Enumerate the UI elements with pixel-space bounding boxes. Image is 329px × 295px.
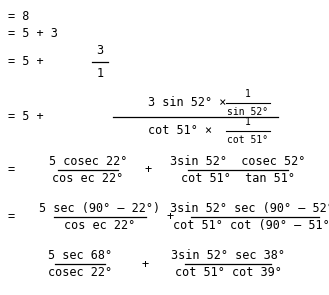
Text: cosec 22°: cosec 22° (48, 266, 112, 279)
Text: +: + (166, 210, 174, 223)
Text: cot 51°  tan 51°: cot 51° tan 51° (181, 172, 295, 185)
Text: 1: 1 (245, 88, 251, 99)
Text: =: = (8, 163, 15, 176)
Text: = 5 +: = 5 + (8, 110, 44, 123)
Text: 1: 1 (96, 67, 104, 80)
Text: = 5 +: = 5 + (8, 55, 44, 68)
Text: +: + (144, 163, 152, 176)
Text: 5 cosec 22°: 5 cosec 22° (49, 155, 127, 168)
Text: 5 sec 68°: 5 sec 68° (48, 249, 112, 262)
Text: 1: 1 (245, 117, 251, 127)
Text: 3sin 52° sec (90° – 52°): 3sin 52° sec (90° – 52°) (169, 202, 329, 215)
Text: =: = (8, 210, 15, 223)
Text: cot 51° cot (90° – 51°): cot 51° cot (90° – 51°) (173, 219, 329, 232)
Text: 3 sin 52° ×: 3 sin 52° × (148, 96, 226, 109)
Text: 5 sec (90° – 22°): 5 sec (90° – 22°) (39, 202, 161, 215)
Text: 3: 3 (96, 44, 104, 57)
Text: 3sin 52° sec 38°: 3sin 52° sec 38° (171, 249, 285, 262)
Text: sin 52°: sin 52° (227, 106, 268, 117)
Text: = 5 + 3: = 5 + 3 (8, 27, 58, 40)
Text: cot 51° ×: cot 51° × (148, 124, 212, 137)
Text: +: + (141, 258, 149, 271)
Text: cot 51° cot 39°: cot 51° cot 39° (175, 266, 281, 279)
Text: 3sin 52°  cosec 52°: 3sin 52° cosec 52° (170, 155, 306, 168)
Text: cos ec 22°: cos ec 22° (64, 219, 136, 232)
Text: cos ec 22°: cos ec 22° (52, 172, 124, 185)
Text: cot 51°: cot 51° (227, 135, 268, 145)
Text: = 8: = 8 (8, 10, 29, 23)
